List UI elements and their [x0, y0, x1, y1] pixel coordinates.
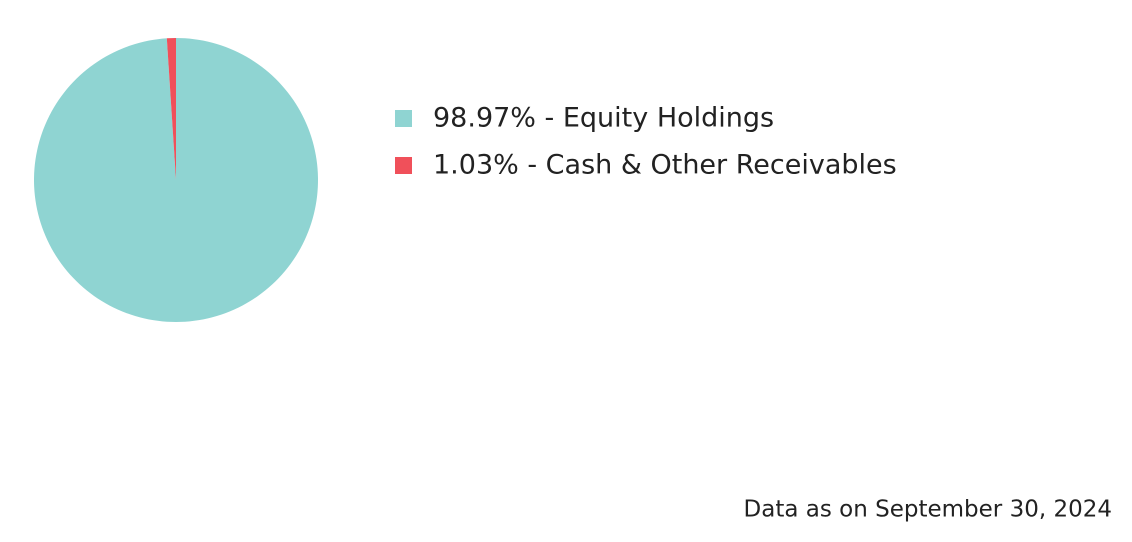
pie-slice	[166, 38, 176, 180]
legend-label: 1.03% - Cash & Other Receivables	[433, 150, 897, 181]
legend-swatch	[395, 157, 412, 174]
data-note: Data as on September 30, 2024	[744, 497, 1112, 523]
legend-label: 98.97% - Equity Holdings	[433, 103, 774, 134]
pie-slice	[33, 38, 318, 322]
legend-swatch	[395, 110, 412, 127]
